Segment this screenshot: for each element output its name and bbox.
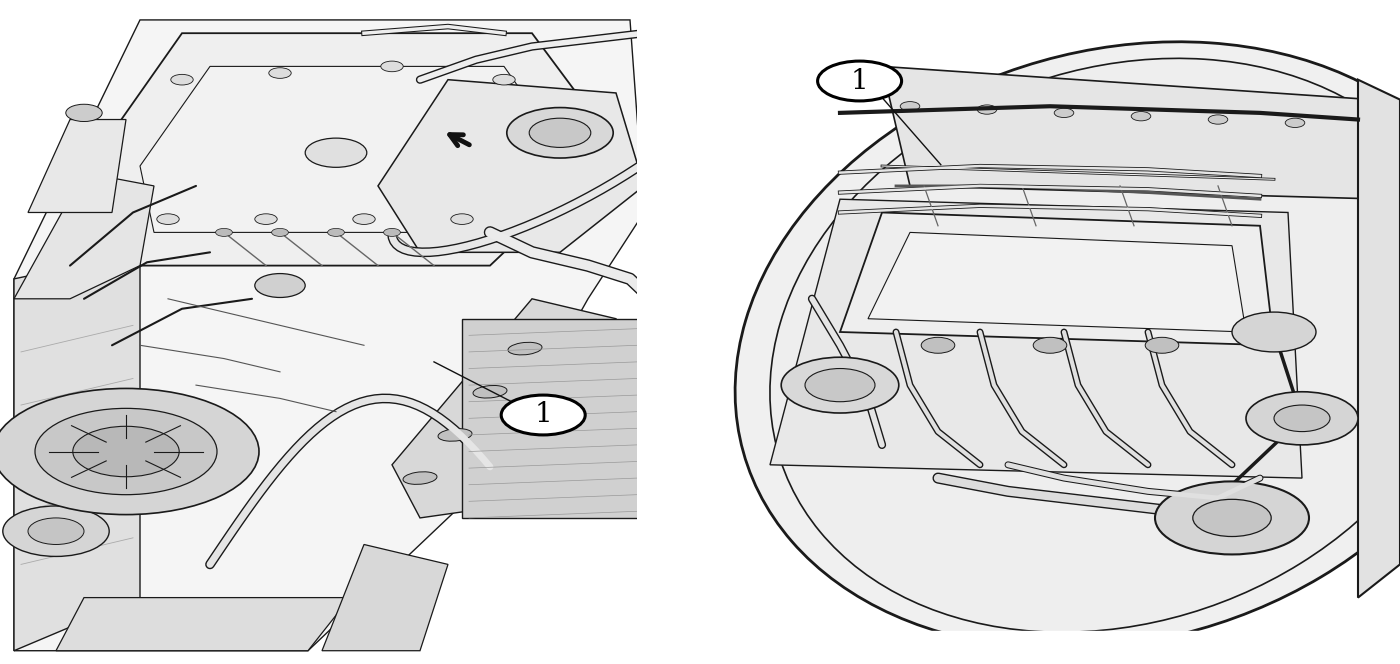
Circle shape [1246,392,1358,445]
Circle shape [255,214,277,224]
Circle shape [507,108,613,158]
Polygon shape [868,232,1246,332]
Text: 1: 1 [535,402,552,428]
Circle shape [1208,115,1228,124]
Circle shape [1155,481,1309,554]
Circle shape [1054,108,1074,118]
Circle shape [1033,337,1067,353]
Circle shape [900,102,920,111]
Polygon shape [84,33,616,266]
Circle shape [1274,405,1330,432]
Circle shape [451,214,473,224]
Circle shape [1131,112,1151,121]
Circle shape [66,104,102,122]
Polygon shape [770,199,1302,478]
Circle shape [353,214,375,224]
Circle shape [977,105,997,114]
Circle shape [781,357,899,413]
Circle shape [3,506,109,556]
Polygon shape [14,173,154,299]
Circle shape [384,228,400,236]
Circle shape [255,274,305,297]
Ellipse shape [438,429,472,441]
Circle shape [493,74,515,85]
Bar [462,319,644,518]
Ellipse shape [735,42,1400,649]
Polygon shape [322,544,448,651]
Polygon shape [14,20,644,651]
Polygon shape [56,598,350,651]
Circle shape [157,214,179,224]
Polygon shape [882,66,1386,199]
Ellipse shape [770,58,1400,632]
Circle shape [171,74,193,85]
Circle shape [305,138,367,167]
Polygon shape [1358,80,1400,598]
Circle shape [1285,118,1305,127]
Ellipse shape [508,343,542,355]
Circle shape [328,228,344,236]
Circle shape [272,228,288,236]
Circle shape [73,426,179,477]
Circle shape [381,61,403,72]
Polygon shape [392,299,644,518]
Circle shape [921,337,955,353]
Circle shape [1145,337,1179,353]
Circle shape [0,388,259,515]
Polygon shape [140,66,560,232]
Circle shape [805,369,875,402]
Circle shape [1193,499,1271,537]
Text: 1: 1 [851,68,868,94]
Circle shape [818,61,902,101]
Polygon shape [14,252,140,651]
Circle shape [501,395,585,435]
Ellipse shape [403,472,437,484]
Polygon shape [378,80,644,252]
Circle shape [35,408,217,495]
Circle shape [28,518,84,544]
Circle shape [1232,312,1316,352]
Circle shape [529,118,591,147]
Circle shape [216,228,232,236]
Polygon shape [28,120,126,212]
Polygon shape [840,212,1274,345]
Ellipse shape [473,386,507,398]
Bar [637,0,714,664]
Circle shape [269,68,291,78]
